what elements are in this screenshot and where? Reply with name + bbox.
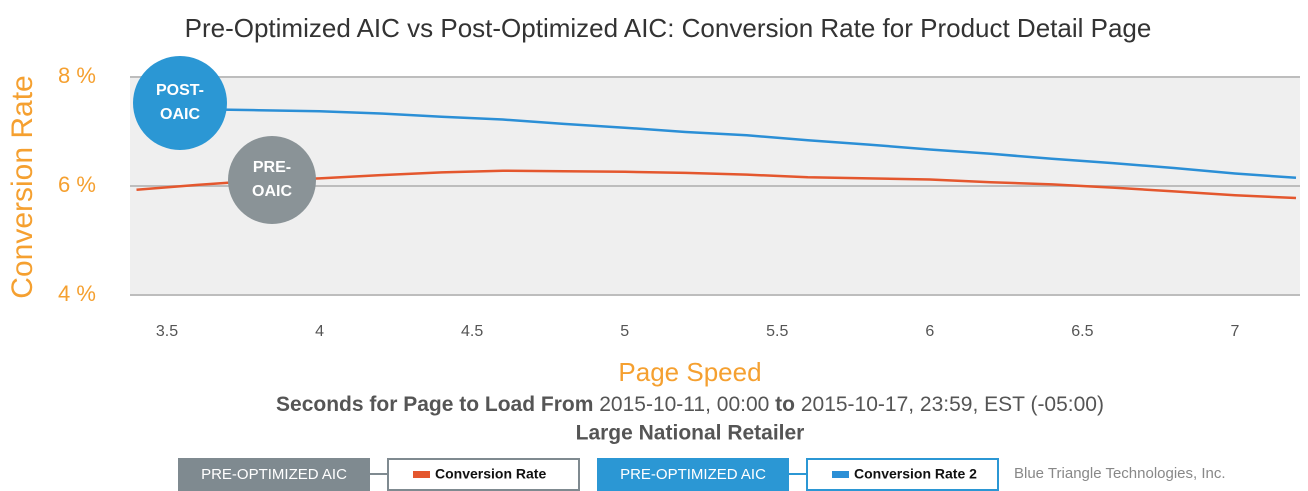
legend-swatch: [413, 471, 430, 478]
x-tick-label: 3.5: [156, 323, 178, 340]
subtitle: Seconds for Page to Load From 2015-10-11…: [276, 393, 1104, 416]
legend-group-label: PRE-OPTIMIZED AIC: [201, 466, 347, 483]
credit: Blue Triangle Technologies, Inc.: [1014, 465, 1226, 482]
x-tick-label: 5.5: [766, 323, 788, 340]
y-tick-label: 8 %: [58, 63, 96, 88]
line-series: [136, 169, 1297, 200]
subtitle-part: Seconds for Page to Load From: [276, 393, 593, 416]
line-series: [136, 107, 1297, 180]
x-tick-label: 4: [315, 323, 324, 340]
annotation-text: OAIC: [252, 183, 292, 200]
annotation-text: PRE-: [253, 159, 291, 176]
legend-group-label: PRE-OPTIMIZED AIC: [620, 466, 766, 483]
annotation-text: POST-: [156, 82, 204, 99]
x-axis-label: Page Speed: [618, 357, 761, 387]
x-tick-label: 7: [1231, 323, 1240, 340]
y-tick-label: 4 %: [58, 281, 96, 306]
x-tick-label: 4.5: [461, 323, 483, 340]
legend-swatch: [832, 471, 849, 478]
y-tick-label: 6 %: [58, 172, 96, 197]
x-tick-label: 6.5: [1071, 323, 1093, 340]
legend-label: Conversion Rate 2: [854, 466, 977, 482]
legend-group-box: [178, 458, 370, 491]
subtitle-part: 2015-10-11, 00:00: [599, 393, 769, 416]
annotation-bubble: [228, 136, 316, 224]
subtitle-part: 2015-10-17, 23:59, EST (-05:00): [801, 393, 1104, 416]
chart-title: Pre-Optimized AIC vs Post-Optimized AIC:…: [185, 13, 1152, 43]
annotation-text: OAIC: [160, 106, 200, 123]
legend-group-box: [597, 458, 789, 491]
subtitle-part: to: [775, 393, 795, 416]
subtitle: Large National Retailer: [576, 422, 805, 445]
annotation-bubble: [133, 56, 227, 150]
legend-label: Conversion Rate: [435, 466, 546, 482]
y-axis-label: Conversion Rate: [6, 75, 39, 298]
x-tick-label: 6: [925, 323, 934, 340]
x-tick-label: 5: [620, 323, 629, 340]
